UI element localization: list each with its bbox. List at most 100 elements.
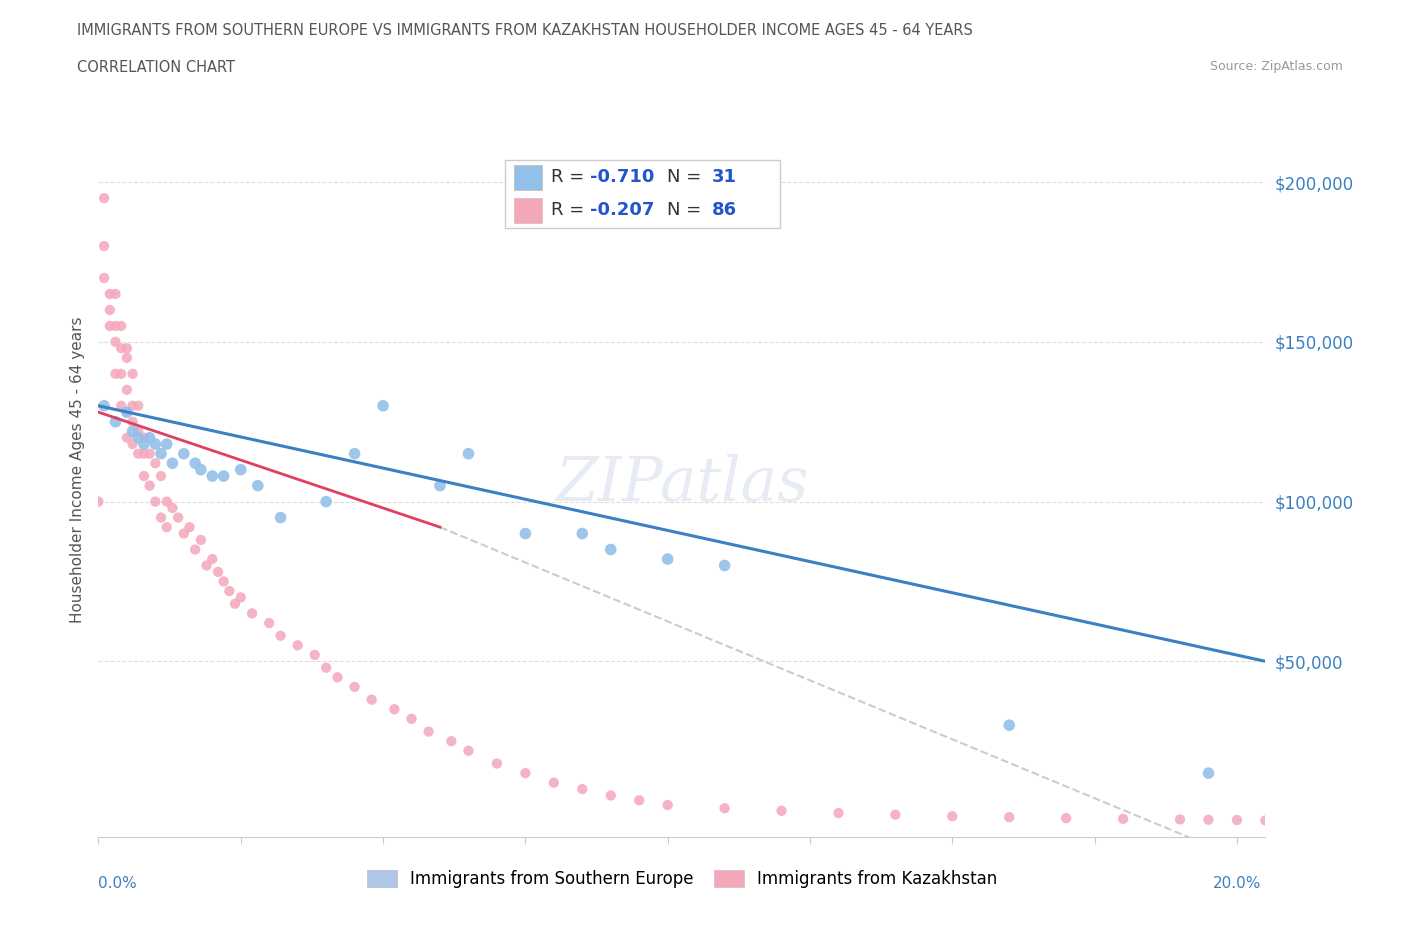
Point xyxy=(287,638,309,653)
Point xyxy=(270,511,292,525)
Point xyxy=(93,191,115,206)
Point xyxy=(207,565,229,579)
Point xyxy=(121,398,143,413)
Point xyxy=(115,405,138,419)
Point xyxy=(326,670,349,684)
Point xyxy=(115,431,138,445)
Point xyxy=(713,558,735,573)
Point xyxy=(315,494,337,509)
Point xyxy=(515,765,537,780)
Point xyxy=(104,335,127,350)
Point xyxy=(657,551,679,566)
Text: 20.0%: 20.0% xyxy=(1213,876,1261,891)
Point xyxy=(190,462,212,477)
Point xyxy=(218,584,240,599)
Point xyxy=(98,302,121,317)
Point xyxy=(360,692,382,707)
Point xyxy=(87,494,110,509)
Text: -0.207: -0.207 xyxy=(591,202,655,219)
Point xyxy=(156,494,179,509)
Point xyxy=(384,702,406,717)
Point xyxy=(713,801,735,816)
Point xyxy=(150,446,173,461)
Text: 31: 31 xyxy=(713,168,737,187)
Point xyxy=(1226,813,1249,828)
Point xyxy=(132,469,155,484)
Text: 86: 86 xyxy=(713,202,737,219)
Point xyxy=(184,542,207,557)
Point xyxy=(143,494,166,509)
FancyBboxPatch shape xyxy=(515,198,543,222)
Point xyxy=(138,446,160,461)
Point xyxy=(457,743,479,758)
Point xyxy=(657,798,679,813)
Point xyxy=(162,456,184,471)
Point xyxy=(1254,813,1277,828)
Point xyxy=(224,596,246,611)
Point xyxy=(571,781,593,796)
Point xyxy=(190,533,212,548)
Point xyxy=(543,776,565,790)
Point xyxy=(1112,811,1135,826)
Point xyxy=(167,511,190,525)
Point xyxy=(121,437,143,452)
Text: -0.710: -0.710 xyxy=(591,168,655,187)
Point xyxy=(104,366,127,381)
Point xyxy=(599,788,621,803)
Point xyxy=(1282,813,1305,828)
Point xyxy=(827,805,849,820)
Point xyxy=(110,340,132,355)
Text: ZIPatlas: ZIPatlas xyxy=(555,455,808,514)
Point xyxy=(121,424,143,439)
Point xyxy=(138,431,160,445)
Point xyxy=(115,405,138,419)
Point xyxy=(143,437,166,452)
Point xyxy=(115,382,138,397)
Point xyxy=(93,239,115,254)
Text: CORRELATION CHART: CORRELATION CHART xyxy=(77,60,235,75)
Point xyxy=(371,398,394,413)
Point xyxy=(195,558,218,573)
Point xyxy=(127,398,149,413)
Point xyxy=(201,469,224,484)
Point xyxy=(1310,813,1333,828)
Point xyxy=(429,478,451,493)
Point xyxy=(127,431,149,445)
Point xyxy=(212,469,235,484)
Point xyxy=(343,446,366,461)
Point xyxy=(1168,812,1191,827)
Point xyxy=(184,456,207,471)
Point xyxy=(110,398,132,413)
Point xyxy=(150,469,173,484)
Point xyxy=(162,500,184,515)
Point xyxy=(257,616,280,631)
Point xyxy=(457,446,479,461)
Point xyxy=(1198,765,1220,780)
Text: IMMIGRANTS FROM SOUTHERN EUROPE VS IMMIGRANTS FROM KAZAKHSTAN HOUSEHOLDER INCOME: IMMIGRANTS FROM SOUTHERN EUROPE VS IMMIG… xyxy=(77,23,973,38)
Point xyxy=(246,478,269,493)
Point xyxy=(1054,811,1077,826)
Point xyxy=(115,351,138,365)
Point xyxy=(401,711,423,726)
Point xyxy=(104,414,127,429)
Point xyxy=(173,446,195,461)
Text: R =: R = xyxy=(551,168,589,187)
Text: Source: ZipAtlas.com: Source: ZipAtlas.com xyxy=(1209,60,1343,73)
Point xyxy=(485,756,508,771)
Point xyxy=(121,414,143,429)
Point xyxy=(201,551,224,566)
Y-axis label: Householder Income Ages 45 - 64 years: Householder Income Ages 45 - 64 years xyxy=(69,316,84,623)
Text: N =: N = xyxy=(666,168,707,187)
Point xyxy=(156,520,179,535)
Point xyxy=(104,318,127,333)
Point xyxy=(343,680,366,695)
Text: 0.0%: 0.0% xyxy=(98,876,138,891)
Point xyxy=(571,526,593,541)
Point xyxy=(104,286,127,301)
Point xyxy=(440,734,463,749)
Point xyxy=(998,810,1021,825)
Point xyxy=(418,724,440,739)
Point xyxy=(143,456,166,471)
Point xyxy=(1198,812,1220,827)
Point xyxy=(127,446,149,461)
